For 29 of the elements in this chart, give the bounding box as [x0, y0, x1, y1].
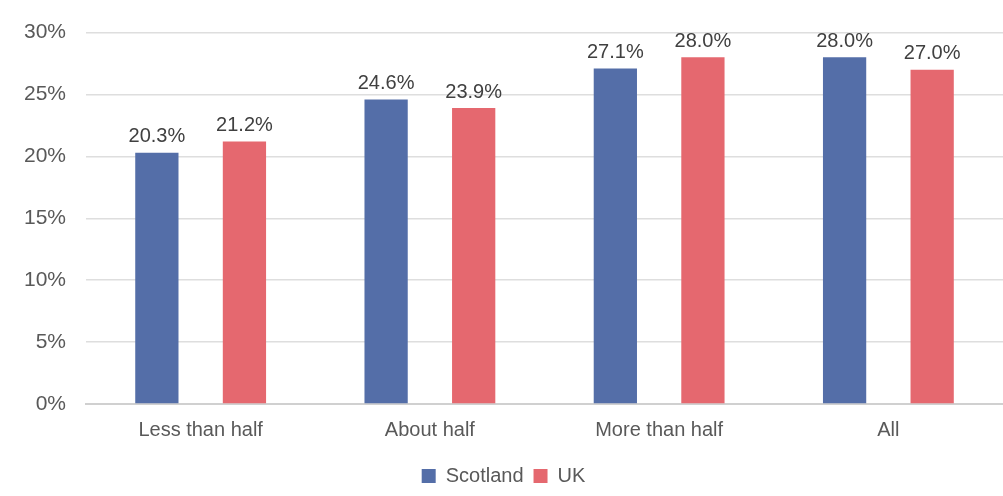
data-label: 20.3% [128, 124, 186, 147]
bar [822, 57, 867, 404]
y-tick-label: 15% [24, 205, 67, 229]
y-tick-label: 0% [35, 390, 67, 414]
bar [910, 69, 954, 404]
data-label: 23.9% [445, 79, 503, 102]
x-tick-label: All [877, 417, 900, 440]
y-tick-label: 20% [24, 143, 67, 167]
bar [135, 152, 179, 404]
legend-label: UK [557, 463, 586, 486]
y-tick-label: 5% [35, 328, 67, 352]
data-label: 27.0% [903, 41, 961, 64]
x-tick-label: About half [384, 417, 476, 440]
data-label: 27.1% [586, 40, 644, 63]
y-tick-label: 10% [24, 267, 67, 290]
bar [222, 141, 267, 404]
data-label: 28.0% [816, 28, 874, 51]
bar [364, 99, 408, 404]
data-label: 21.2% [216, 113, 273, 136]
x-tick-label: Less than half [138, 417, 264, 440]
legend-label: Scotland [445, 463, 524, 486]
bar [593, 68, 637, 404]
data-label: 24.6% [357, 70, 415, 93]
bar [681, 57, 725, 404]
y-tick-label: 30% [24, 19, 67, 43]
y-tick-label: 25% [24, 81, 67, 105]
x-tick-label: More than half [595, 417, 724, 440]
bar [452, 108, 496, 404]
data-label: 28.0% [674, 28, 732, 51]
